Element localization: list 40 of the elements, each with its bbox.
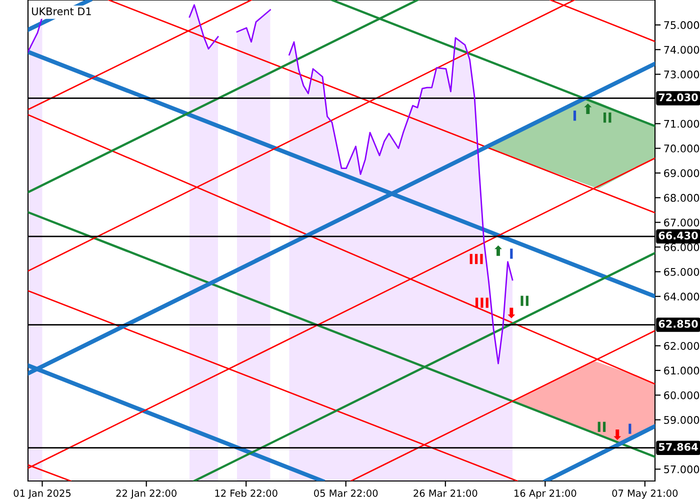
y-tick-label: 71.000 [664,120,700,128]
x-tick-label: 12 Feb 22:00 [215,489,278,497]
y-tick-label: 73.000 [664,70,700,78]
annotation: ⬇ [614,429,622,440]
x-tick-label: 05 Mar 22:00 [314,490,378,497]
y-tick-label: 67.000 [664,218,700,226]
y-tick-label: 57.000 [664,465,700,474]
x-tick-label: 26 Mar 21:00 [414,490,478,497]
y-tick-label: 65.000 [664,268,700,276]
y-tick-label: 62.000 [664,342,700,350]
annotation: II [520,296,528,306]
ref-line-label: 62.850 [658,320,698,328]
annotation: III [470,254,483,264]
ref-line-label: 66.430 [658,232,698,240]
ref-line-label: 72.030 [658,93,698,102]
annotation: I [510,248,513,259]
annotation: II [603,112,612,123]
y-tick-label: 69.000 [664,169,700,178]
ref-line-label: 57.864 [658,442,698,451]
annotation: I [628,424,632,434]
y-tick-label: 74.000 [664,46,700,54]
x-tick-label: 01 Jan 2025 [14,490,71,499]
annotation: II [598,422,606,432]
annotation: ⬇ [508,308,516,318]
x-tick-label: 07 May 21:00 [612,490,678,499]
y-tick-label: 59.000 [664,416,700,424]
annotation: I [573,110,576,121]
y-tick-label: 75.000 [664,21,700,30]
y-tick-label: 68.000 [664,194,700,202]
y-tick-label: 64.000 [664,292,700,301]
x-tick-label: 22 Jan 22:00 [116,490,176,499]
annotation: ⬆ [494,245,502,256]
annotation: III [475,298,488,308]
y-tick-label: 70.000 [664,144,700,152]
x-tick-label: 16 Apr 21:00 [514,490,576,499]
y-tick-label: 66.000 [664,243,700,252]
text: UKBrent D1 [32,8,91,16]
y-tick-label: 60.000 [664,391,700,400]
y-tick-label: 61.000 [664,366,700,375]
annotation: ⬆ [584,104,592,114]
